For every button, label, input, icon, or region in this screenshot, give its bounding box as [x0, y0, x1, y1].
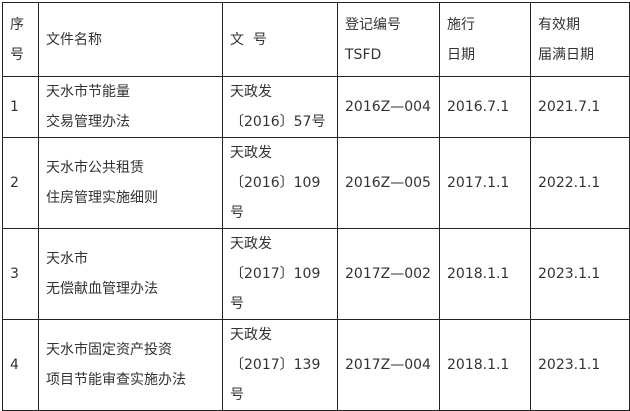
cell-expiry: 2022.1.1 [530, 137, 630, 229]
cell-effective: 2018.1.1 [439, 228, 531, 320]
header-text: 施行 [447, 16, 475, 33]
cell-expiry: 2021.7.1 [530, 76, 630, 138]
cell-name: 天水市公共租赁 住房管理实施细则 [38, 137, 223, 229]
name-line: 交易管理办法 [46, 114, 130, 130]
cell-reg-no: 2016Z—004 [337, 76, 440, 138]
doc-line: 号 [230, 387, 244, 403]
header-text: 有效期 [538, 16, 580, 33]
header-text: 序 [10, 16, 24, 33]
header-name: 文件名称 [38, 2, 223, 77]
cell-seq: 4 [2, 319, 39, 411]
header-seq: 序号 [2, 2, 39, 77]
cell-reg-no: 2017Z—002 [337, 228, 440, 320]
cell-seq: 3 [2, 228, 39, 320]
header-text: 届满日期 [538, 46, 594, 63]
doc-line: 天政发 [230, 327, 272, 343]
cell-effective: 2017.1.1 [439, 137, 531, 229]
cell-doc-no: 天政发〔2016〕57号 [222, 76, 338, 138]
header-text: 文件名称 [46, 31, 102, 48]
name-line: 天水市公共租赁 [46, 160, 144, 176]
header-text: 登记编号 [345, 16, 401, 33]
cell-name: 天水市无偿献血管理办法 [38, 228, 223, 320]
header-effective: 施行 日期 [439, 2, 531, 77]
cell-expiry: 2023.1.1 [530, 319, 630, 411]
name-line: 无偿献血管理办法 [46, 281, 158, 297]
name-line: 住房管理实施细则 [46, 190, 158, 206]
doc-line: 天政发 [230, 236, 272, 252]
doc-line: 〔2016〕109 [230, 175, 321, 191]
cell-seq: 1 [2, 76, 39, 138]
name-line: 天水市 [46, 251, 88, 267]
header-doc-no: 文 号 [222, 2, 338, 77]
doc-line: 〔2017〕109 [230, 266, 321, 282]
header-text: 号 [10, 46, 24, 63]
cell-reg-no: 2016Z—005 [337, 137, 440, 229]
cell-reg-no: 2017Z—004 [337, 319, 440, 411]
doc-line: 〔2017〕139 [230, 357, 321, 373]
name-line: 天水市节能量 [46, 84, 130, 100]
name-line: 天水市固定资产投资 [46, 342, 172, 358]
cell-doc-no: 天政发〔2017〕109 号 [222, 228, 338, 320]
header-expiry: 有效期 届满日期 [530, 2, 630, 77]
doc-line: 号 [230, 205, 244, 221]
cell-seq: 2 [2, 137, 39, 229]
cell-doc-no: 天政发〔2017〕139 号 [222, 319, 338, 411]
header-reg-no: 登记编号 TSFD [337, 2, 440, 77]
cell-effective: 2018.1.1 [439, 319, 531, 411]
table-row: 2 天水市公共租赁 住房管理实施细则 天政发〔2016〕109 号 2016Z—00… [2, 137, 630, 229]
cell-expiry: 2023.1.1 [530, 228, 630, 320]
doc-line: 号 [230, 296, 244, 312]
table-row: 1 天水市节能量 交易管理办法 天政发〔2016〕57号 2016Z—004 20… [2, 76, 630, 138]
header-row: 序号 文件名称 文 号 登记编号 TSFD 施行日期 有效期届满日期 [2, 2, 630, 77]
cell-name: 天水市节能量 交易管理办法 [38, 76, 223, 138]
cell-effective: 2016.7.1 [439, 76, 531, 138]
header-text: 文 号 [230, 31, 267, 48]
cell-name: 天水市固定资产投资 项目节能审查实施办法 [38, 319, 223, 411]
cell-doc-no: 天政发〔2016〕109 号 [222, 137, 338, 229]
name-line: 项目节能审查实施办法 [46, 372, 186, 388]
doc-line: 天政发 [230, 84, 272, 100]
header-text: 日期 [447, 46, 475, 63]
table-row: 3 天水市无偿献血管理办法 天政发〔2017〕109 号 2017Z—002 20… [2, 228, 630, 320]
doc-line: 天政发 [230, 145, 272, 161]
header-text: TSFD [345, 46, 382, 63]
doc-line: 〔2016〕57号 [230, 114, 326, 130]
table-row: 4 天水市固定资产投资 项目节能审查实施办法 天政发〔2017〕139 号 2017… [2, 319, 630, 411]
